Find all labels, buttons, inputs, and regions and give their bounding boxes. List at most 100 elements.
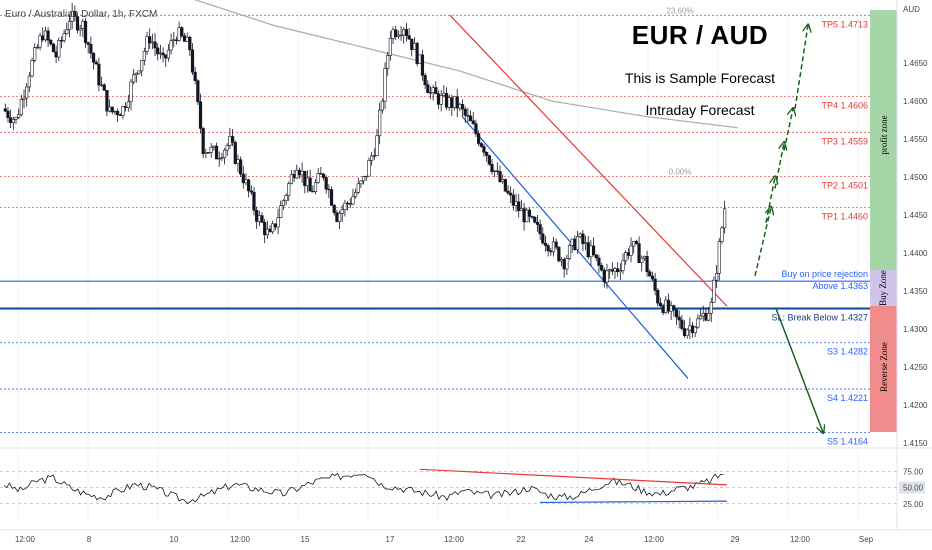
candle [345, 202, 350, 205]
candle [460, 104, 465, 110]
candle [672, 305, 676, 311]
candle [33, 47, 37, 61]
candle [73, 10, 77, 17]
candle [153, 41, 157, 49]
candle [509, 192, 513, 196]
candle [583, 242, 588, 245]
profit-zone-label: profit zone [879, 115, 889, 155]
rsi-line [3, 472, 724, 504]
candle [575, 236, 580, 250]
candle [289, 174, 294, 184]
candle [664, 299, 668, 313]
zone-bands [870, 10, 897, 432]
candle [503, 179, 507, 192]
candle [305, 177, 310, 187]
candle [295, 169, 299, 179]
candle [17, 114, 21, 118]
candle [276, 217, 280, 228]
rsi-trendline-red [419, 468, 728, 486]
candle [19, 99, 23, 116]
candle [501, 179, 505, 182]
candle [263, 222, 267, 236]
candle [228, 136, 232, 146]
time-tick-label: 15 [301, 535, 310, 544]
candle [22, 97, 26, 100]
candle [426, 84, 430, 94]
candle [447, 97, 451, 108]
forecast-arrow-up [765, 177, 775, 223]
candle [14, 117, 18, 120]
candle [316, 173, 320, 183]
candle [279, 205, 283, 218]
candle [137, 70, 141, 74]
profit-zone-band [870, 10, 897, 270]
candle [723, 208, 727, 229]
candle [332, 204, 336, 214]
candle [562, 259, 566, 270]
candle [142, 50, 146, 61]
candle [311, 190, 315, 193]
candle [543, 242, 548, 246]
candle [677, 316, 681, 321]
candle [479, 143, 483, 147]
candle [370, 155, 374, 161]
candle [89, 44, 93, 54]
candle [428, 92, 433, 94]
candle [581, 233, 585, 245]
time-tick-label: 12:00 [15, 535, 36, 544]
candle [308, 177, 312, 192]
overlay-subtitle-1: This is Sample Forecast [624, 70, 776, 86]
candle [51, 43, 56, 53]
candle [225, 145, 229, 151]
candle [356, 183, 360, 193]
candle [59, 40, 64, 42]
candle [94, 61, 98, 65]
candle [198, 101, 203, 129]
overlay-subtitle-2: Intraday Forecast [645, 102, 755, 118]
level-label: S3 1.4282 [827, 347, 868, 357]
candle [720, 227, 724, 242]
candle [380, 100, 384, 111]
candle [616, 268, 620, 273]
candle [415, 43, 419, 64]
candle [511, 194, 515, 206]
candle [485, 151, 489, 156]
candle [86, 42, 90, 45]
candle [493, 170, 497, 173]
time-tick-label: 12:00 [444, 535, 465, 544]
reverse-zone-band [870, 306, 897, 432]
candle [217, 157, 221, 160]
candle [706, 313, 711, 321]
candle [666, 299, 671, 312]
time-tick-label: 10 [170, 535, 179, 544]
level-label: S4 1.4221 [827, 393, 868, 403]
candle [362, 176, 366, 182]
candle [698, 315, 703, 320]
candle [185, 36, 189, 42]
candle [715, 273, 719, 281]
ma-line [193, 0, 739, 129]
candle [201, 128, 205, 154]
candle [712, 279, 716, 303]
candle [594, 254, 598, 259]
candle [645, 256, 649, 273]
candle [600, 265, 604, 271]
candle [680, 319, 684, 329]
candle [324, 177, 328, 190]
candle [3, 108, 7, 112]
candle [517, 201, 521, 212]
candle [375, 135, 379, 156]
price-tick-label: 1.4200 [903, 401, 928, 410]
candle [661, 305, 665, 313]
candle [578, 233, 582, 237]
candle [709, 302, 713, 314]
candle [525, 209, 529, 223]
candle [458, 104, 462, 109]
price-tick-label: 1.4500 [903, 173, 928, 182]
candle [693, 326, 697, 334]
candle [116, 110, 120, 116]
candle [65, 29, 69, 34]
candle [126, 101, 130, 108]
fib-label: 23.60% [666, 6, 693, 15]
